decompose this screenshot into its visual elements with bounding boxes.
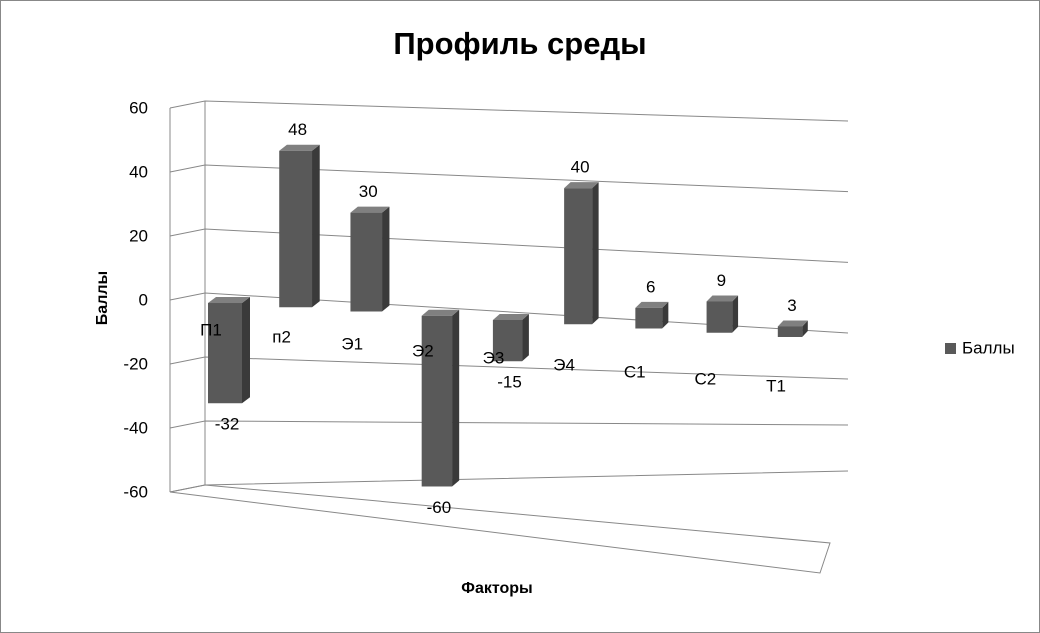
grid-line	[169, 164, 849, 193]
x-tick-label: Т1	[766, 376, 786, 395]
x-tick-label: Э2	[412, 341, 434, 360]
bar-side	[242, 297, 250, 404]
bar-side	[732, 295, 739, 333]
legend-label: Баллы	[962, 338, 1015, 357]
grid-line	[169, 228, 849, 263]
bars	[208, 144, 808, 487]
bar	[777, 326, 803, 337]
x-tick-label: С2	[695, 369, 717, 388]
data-label: 9	[717, 271, 726, 290]
y-tick-label: 0	[139, 290, 148, 309]
bar-top	[421, 309, 460, 316]
bar-top	[279, 144, 320, 151]
y-tick-label: 60	[129, 98, 148, 117]
y-tick-label: -40	[123, 418, 148, 437]
grid-line	[169, 420, 849, 429]
bar	[279, 150, 313, 308]
bar	[492, 320, 523, 362]
bar-top	[208, 297, 250, 304]
x-axis-label: Факторы	[461, 580, 532, 597]
x-tick-label: Э4	[553, 355, 575, 374]
legend: Баллы	[945, 338, 1015, 357]
x-tick-label: С1	[624, 362, 646, 381]
bar-side	[522, 314, 529, 362]
grid-line	[169, 100, 849, 122]
bar-side	[452, 309, 460, 487]
x-tick-label: П1	[200, 320, 222, 339]
data-label: 6	[646, 277, 655, 296]
legend-swatch	[945, 343, 956, 354]
data-label: 3	[787, 296, 796, 315]
bar-top	[777, 320, 808, 327]
y-tick-label: 40	[129, 162, 148, 181]
bar-top	[706, 295, 739, 302]
grid-line	[169, 356, 849, 380]
data-label: -15	[497, 373, 522, 392]
bar-side	[592, 182, 599, 325]
bar-side	[802, 320, 808, 337]
grid: -60 -40 -20 0 20 40 60	[123, 98, 849, 501]
chart-title: Профиль среды	[393, 26, 646, 61]
y-tick-label: -60	[123, 482, 148, 501]
y-axis-label: Баллы	[94, 271, 111, 325]
data-label: -60	[427, 498, 452, 517]
data-label: -32	[215, 415, 240, 434]
bar	[706, 301, 733, 333]
grid-line	[169, 470, 849, 493]
y-tick-label: -20	[123, 354, 148, 373]
data-label: 30	[359, 182, 378, 201]
bar-top	[350, 206, 390, 213]
bar-side	[662, 301, 669, 329]
bar-top	[564, 182, 599, 189]
bar-top	[492, 314, 529, 320]
bar-side	[382, 206, 390, 312]
bar	[564, 188, 593, 325]
grid-line	[169, 292, 849, 334]
bar	[350, 212, 383, 312]
bar-side	[312, 144, 320, 308]
labels: -32 П1 48 п2 30 Э1 -60 Э2 -15 Э3 40 Э4 6 С1 9 С2 3 Т1	[200, 120, 797, 517]
bar	[208, 303, 242, 404]
x-tick-label: Э3	[483, 348, 505, 367]
x-tick-label: п2	[272, 327, 291, 346]
x-tick-label: Э1	[341, 334, 363, 353]
y-tick-label: 20	[129, 226, 148, 245]
bar	[421, 315, 453, 487]
bar-top	[635, 301, 669, 308]
bar	[635, 307, 663, 329]
data-label: 48	[288, 120, 307, 139]
data-label: 40	[571, 158, 590, 177]
